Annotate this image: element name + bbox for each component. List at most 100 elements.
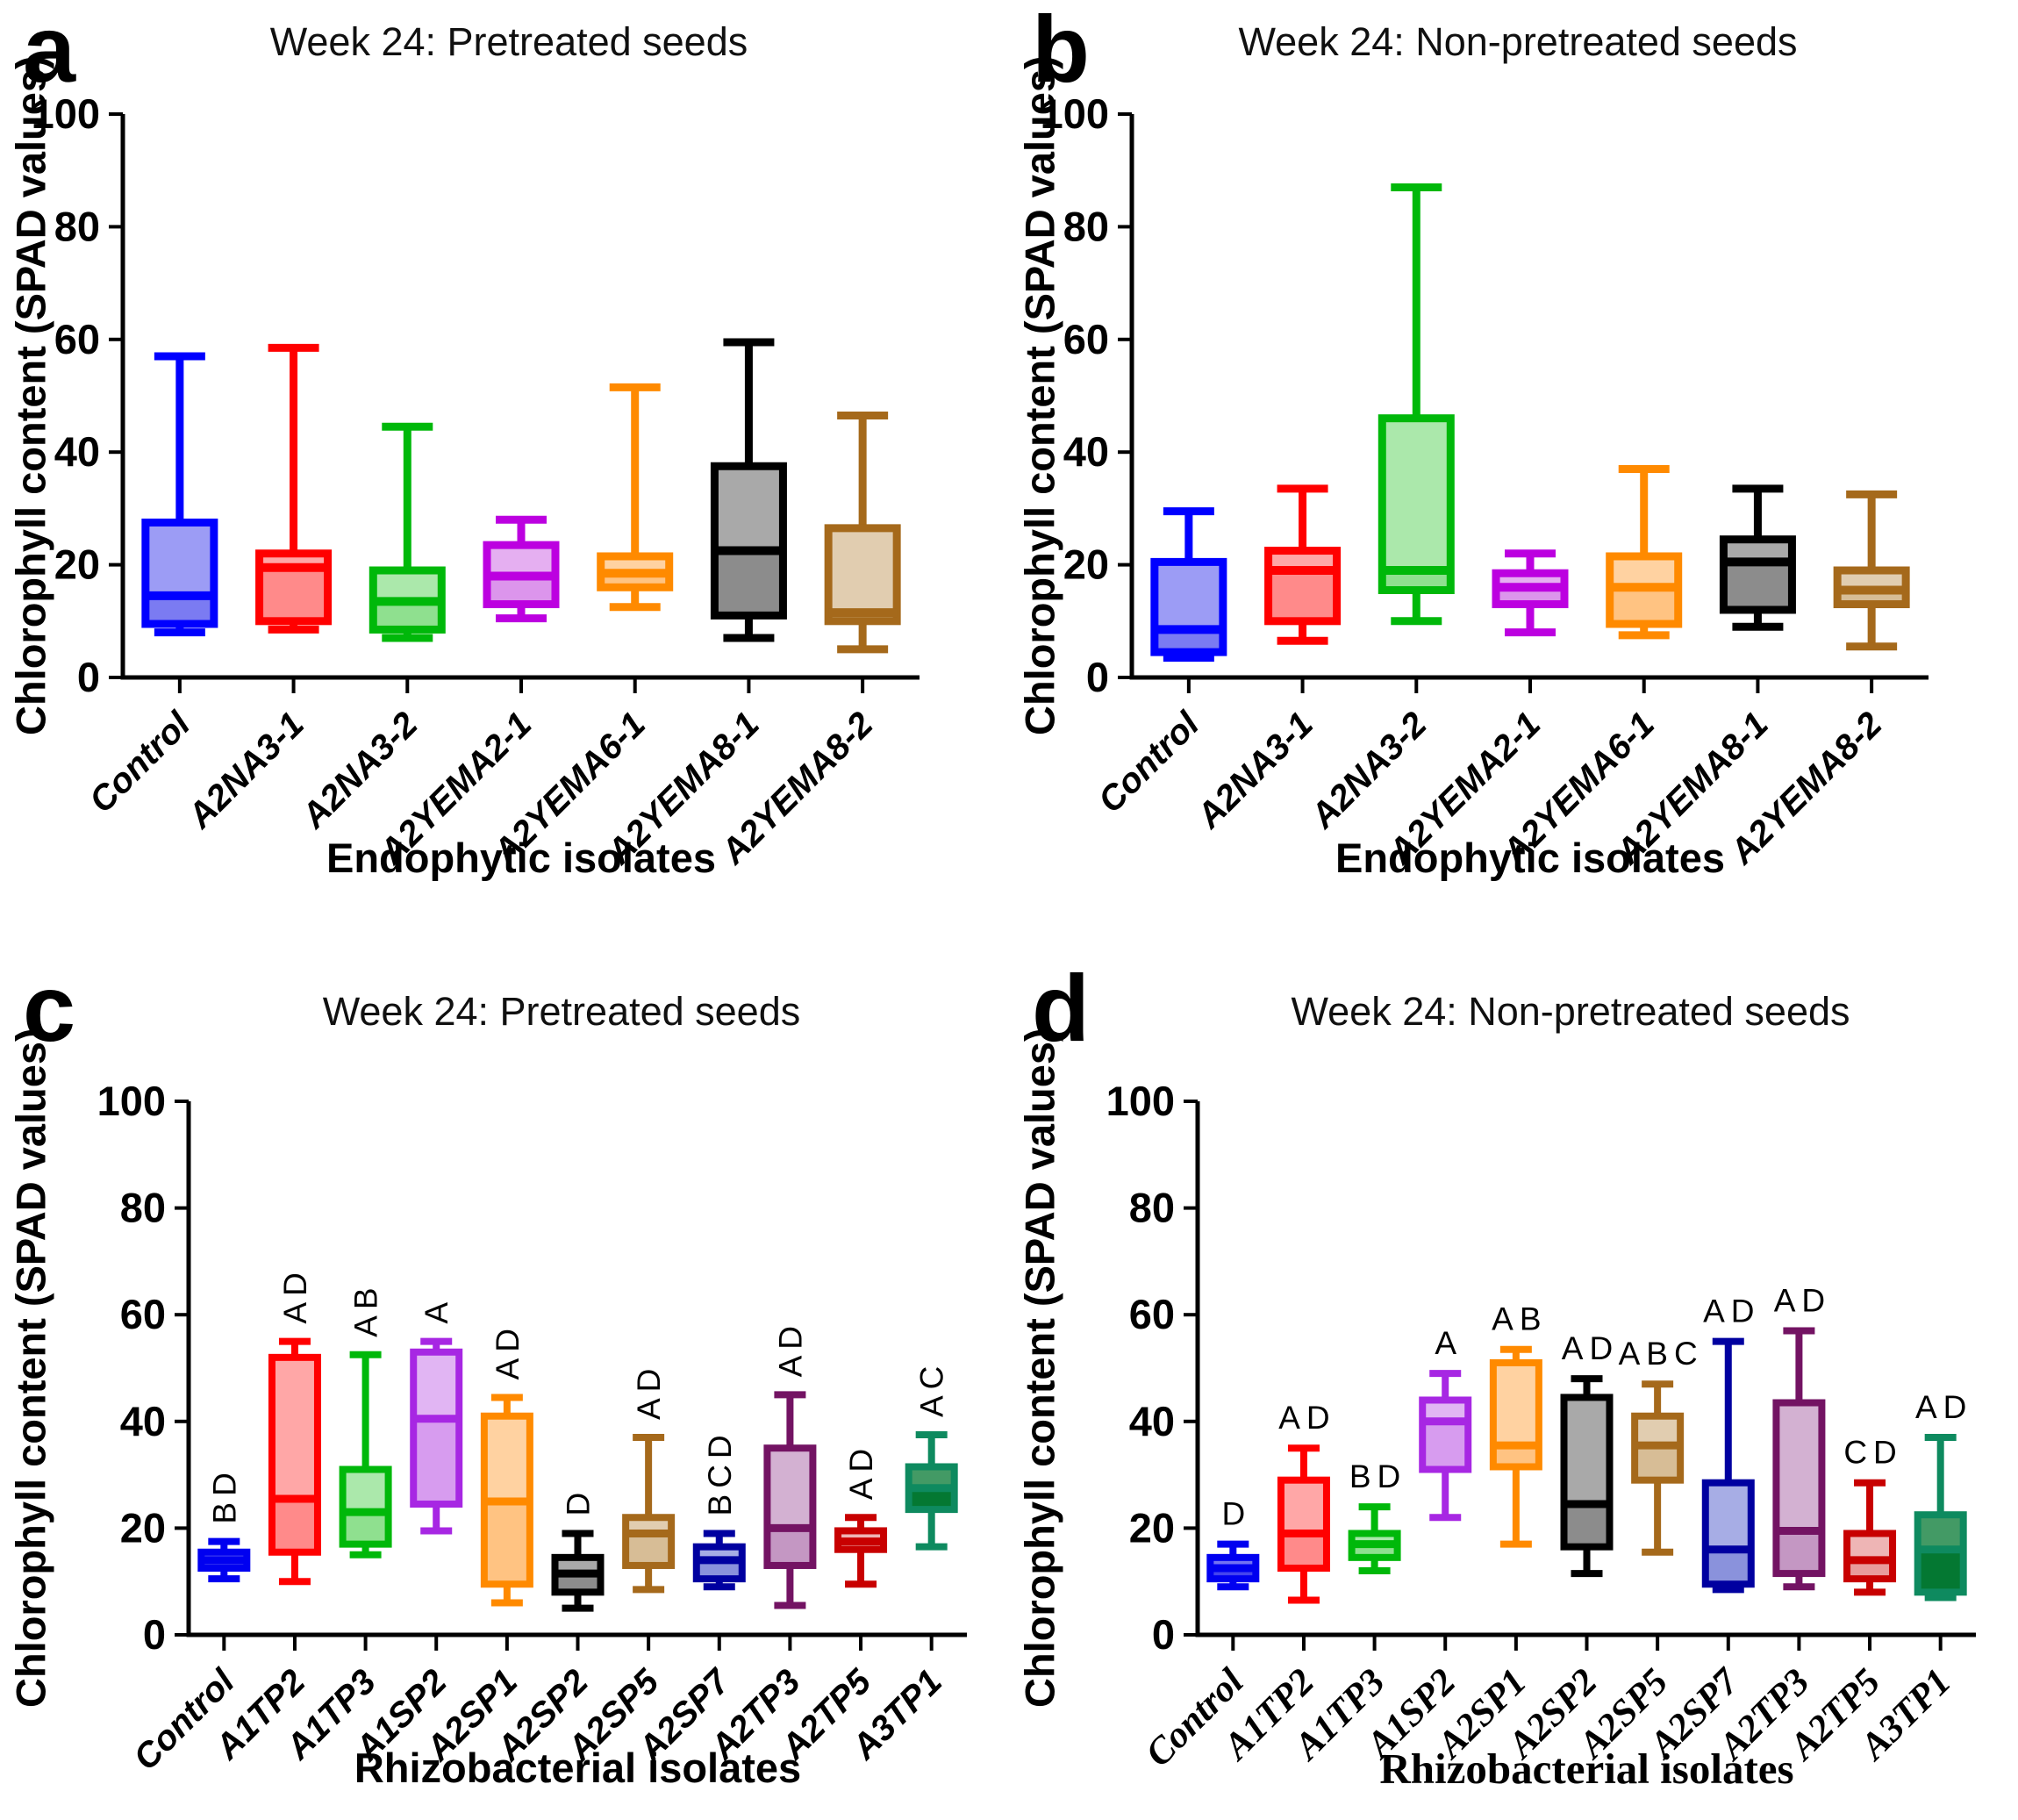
y-tick-label: 20 xyxy=(1129,1504,1175,1551)
iqr-box xyxy=(1489,1358,1542,1471)
significance-letters: AB xyxy=(348,1281,384,1336)
chart-title-b: Week 24: Non-pretreated seeds xyxy=(1238,19,1798,64)
panel-a: a Week 24: Pretreated seeds Chlorophyll … xyxy=(0,0,1009,910)
y-tick-label: 60 xyxy=(1129,1291,1175,1337)
panel-d: d Week 24: Non-pretreated seeds Chloroph… xyxy=(1009,910,2018,1820)
significance-letters: BD xyxy=(206,1466,242,1523)
x-axis-title-c: Rhizobacterial isolates xyxy=(354,1745,802,1791)
boxplot-canvas-d: 020406080100ControlDA1TP2ADA1TP3BDA1SP2A… xyxy=(1106,1078,1976,1774)
y-tick-label: 60 xyxy=(1063,316,1109,362)
iqr-box xyxy=(1914,1511,1967,1596)
panel-letter-b: b xyxy=(1032,0,1090,102)
boxplot-canvas-a: 020406080100ControlA2NA3-1A2NA3-2A2YEMA2… xyxy=(32,90,920,872)
iqr-box xyxy=(1264,547,1342,626)
iqr-box xyxy=(763,1444,817,1569)
iqr-box xyxy=(1419,1396,1472,1473)
significance-letters: AD xyxy=(1278,1400,1335,1436)
iqr-box xyxy=(710,462,787,620)
iqr-box xyxy=(1701,1479,1755,1588)
significance-letters: A xyxy=(1435,1325,1463,1361)
y-tick-label: 100 xyxy=(1106,1078,1175,1124)
y-tick-label: 100 xyxy=(97,1078,166,1124)
axes: 0 20 40 60 80 100 xyxy=(97,1078,967,1658)
y-tick-label: 80 xyxy=(120,1185,166,1231)
y-tick-label: 40 xyxy=(54,428,100,475)
x-axis-title-d: Rhizobacterial isolates xyxy=(1379,1745,1794,1793)
chart-title-c: Week 24: Pretreated seeds xyxy=(322,989,801,1034)
x-axis-title-a: Endophytic isolates xyxy=(326,835,716,881)
panel-b: b Week 24: Non-pretreated seeds Chloroph… xyxy=(1009,0,2018,910)
iqr-box xyxy=(141,518,218,628)
y-tick-label: 20 xyxy=(1063,541,1109,588)
iqr-box xyxy=(1772,1399,1826,1578)
box-A2NA3-2: A2NA3-2 xyxy=(1303,183,1455,836)
significance-letters: AD xyxy=(1915,1389,1972,1425)
iqr-box xyxy=(622,1514,676,1569)
boxplot-canvas-b: 020406080100ControlA2NA3-1A2NA3-2A2YEMA2… xyxy=(1041,90,1929,872)
significance-letters: D xyxy=(561,1487,597,1516)
y-tick-label: 40 xyxy=(1063,428,1109,475)
box-A2NA3-1: A2NA3-1 xyxy=(1189,484,1342,836)
y-tick-label: 100 xyxy=(32,90,100,137)
y-tick-label: 40 xyxy=(120,1398,166,1444)
iqr-box xyxy=(1719,535,1796,614)
category-label: Control xyxy=(82,705,198,820)
y-tick-label: 0 xyxy=(143,1611,166,1658)
iqr-box xyxy=(1277,1476,1330,1572)
category-label: Control xyxy=(126,1662,242,1778)
iqr-box xyxy=(824,524,901,626)
y-tick-label: 40 xyxy=(1129,1398,1175,1444)
iqr-box xyxy=(255,549,333,626)
significance-letters: AD xyxy=(277,1266,313,1323)
iqr-box xyxy=(1560,1394,1614,1551)
category-label: A2NA3-1 xyxy=(180,705,311,836)
iqr-box xyxy=(339,1465,392,1548)
iqr-box xyxy=(1378,414,1455,594)
panel-letter-c: c xyxy=(23,955,76,1061)
y-tick-label: 80 xyxy=(1129,1185,1175,1231)
significance-letters: AD xyxy=(1703,1293,1760,1329)
significance-letters: AD xyxy=(1562,1330,1619,1366)
significance-letters: AD xyxy=(1774,1282,1831,1318)
significance-letters: D xyxy=(1221,1496,1251,1532)
box-A2YEMA6-1: A2YEMA6-1 xyxy=(486,383,674,872)
y-tick-label: 60 xyxy=(120,1291,166,1337)
significance-letters: AD xyxy=(490,1322,526,1379)
box-Control: Control xyxy=(1091,507,1227,820)
y-tick-label: 100 xyxy=(1041,90,1109,137)
chart-title-a: Week 24: Pretreated seeds xyxy=(269,19,748,64)
significance-letters: AD xyxy=(772,1320,808,1377)
box-Control: Control xyxy=(82,352,218,820)
category-label: A2NA3-1 xyxy=(1189,705,1320,836)
iqr-box xyxy=(1843,1530,1897,1583)
axes: 0 20 40 60 80 100 xyxy=(32,90,920,700)
y-tick-label: 60 xyxy=(54,316,100,362)
boxplot-canvas-c: 020406080100ControlBDA1TP2ADA1TP3ABA1SP2… xyxy=(97,1078,967,1778)
iqr-box xyxy=(410,1348,463,1508)
category-label: Control xyxy=(1091,705,1207,820)
axes: 0 20 40 60 80 100 xyxy=(1041,90,1929,700)
significance-letters: BCD xyxy=(702,1429,738,1515)
significance-letters: A xyxy=(419,1296,454,1324)
significance-letters: CD xyxy=(1843,1435,1902,1471)
iqr-box xyxy=(268,1353,321,1556)
panel-letter-a: a xyxy=(23,0,76,102)
x-axis-title-b: Endophytic isolates xyxy=(1335,835,1725,881)
y-tick-label: 0 xyxy=(1152,1611,1175,1658)
significance-letters: AB xyxy=(1492,1301,1547,1337)
y-tick-label: 20 xyxy=(120,1504,166,1551)
panel-c: c Week 24: Pretreated seeds Chlorophyll … xyxy=(0,910,1009,1820)
significance-letters: BD xyxy=(1349,1458,1406,1494)
y-tick-label: 0 xyxy=(1086,654,1109,700)
significance-letters: AD xyxy=(843,1443,879,1500)
panel-letter-d: d xyxy=(1032,955,1090,1061)
y-tick-label: 80 xyxy=(1063,203,1109,249)
significance-letters: AC xyxy=(914,1360,950,1417)
significance-letters: ABC xyxy=(1619,1336,1704,1372)
chart-title-d: Week 24: Non-pretreated seeds xyxy=(1291,989,1850,1034)
y-tick-label: 20 xyxy=(54,541,100,588)
y-tick-label: 80 xyxy=(54,203,100,249)
y-tick-label: 0 xyxy=(77,654,100,700)
iqr-box xyxy=(1150,557,1227,656)
